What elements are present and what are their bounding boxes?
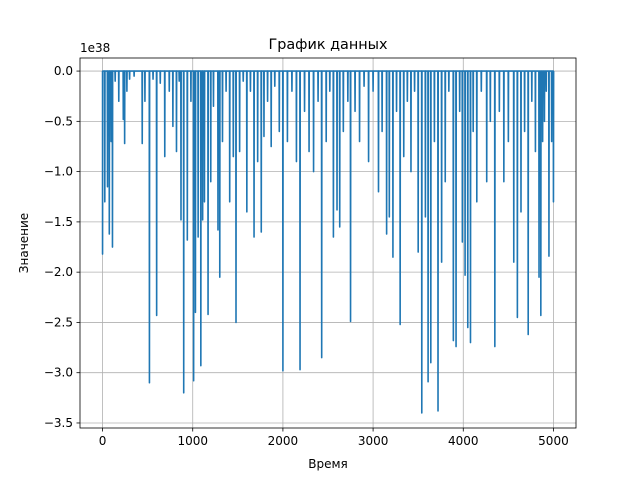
chart-title: График данных <box>268 37 388 53</box>
y-offset-label: 1e38 <box>80 41 110 55</box>
x-axis: 0 1000 2000 3000 4000 5000 <box>99 428 569 448</box>
x-tick-label: 3000 <box>358 434 389 448</box>
y-tick-label: −2.0 <box>44 265 73 279</box>
plot-frame <box>79 57 577 429</box>
series-layer <box>101 70 555 414</box>
y-tick-label: −1.5 <box>44 215 73 229</box>
x-tick-label: 1000 <box>177 434 208 448</box>
y-axis: 0.0 −0.5 −1.0 −1.5 −2.0 −2.5 −3.0 −3.5 <box>44 64 80 430</box>
y-tick-label: −1.0 <box>44 165 73 179</box>
x-axis-label: Время <box>308 457 348 471</box>
x-tick-label: 4000 <box>448 434 479 448</box>
y-axis-label: Значение <box>17 213 31 273</box>
y-tick-label: −0.5 <box>44 114 73 128</box>
y-tick-label: −3.5 <box>44 416 73 430</box>
y-tick-label: 0.0 <box>54 64 73 78</box>
x-tick-label: 0 <box>99 434 107 448</box>
series-line <box>101 70 555 414</box>
x-tick-label: 2000 <box>268 434 299 448</box>
x-tick-label: 5000 <box>538 434 569 448</box>
y-tick-label: −3.0 <box>44 366 73 380</box>
y-tick-label: −2.5 <box>44 315 73 329</box>
